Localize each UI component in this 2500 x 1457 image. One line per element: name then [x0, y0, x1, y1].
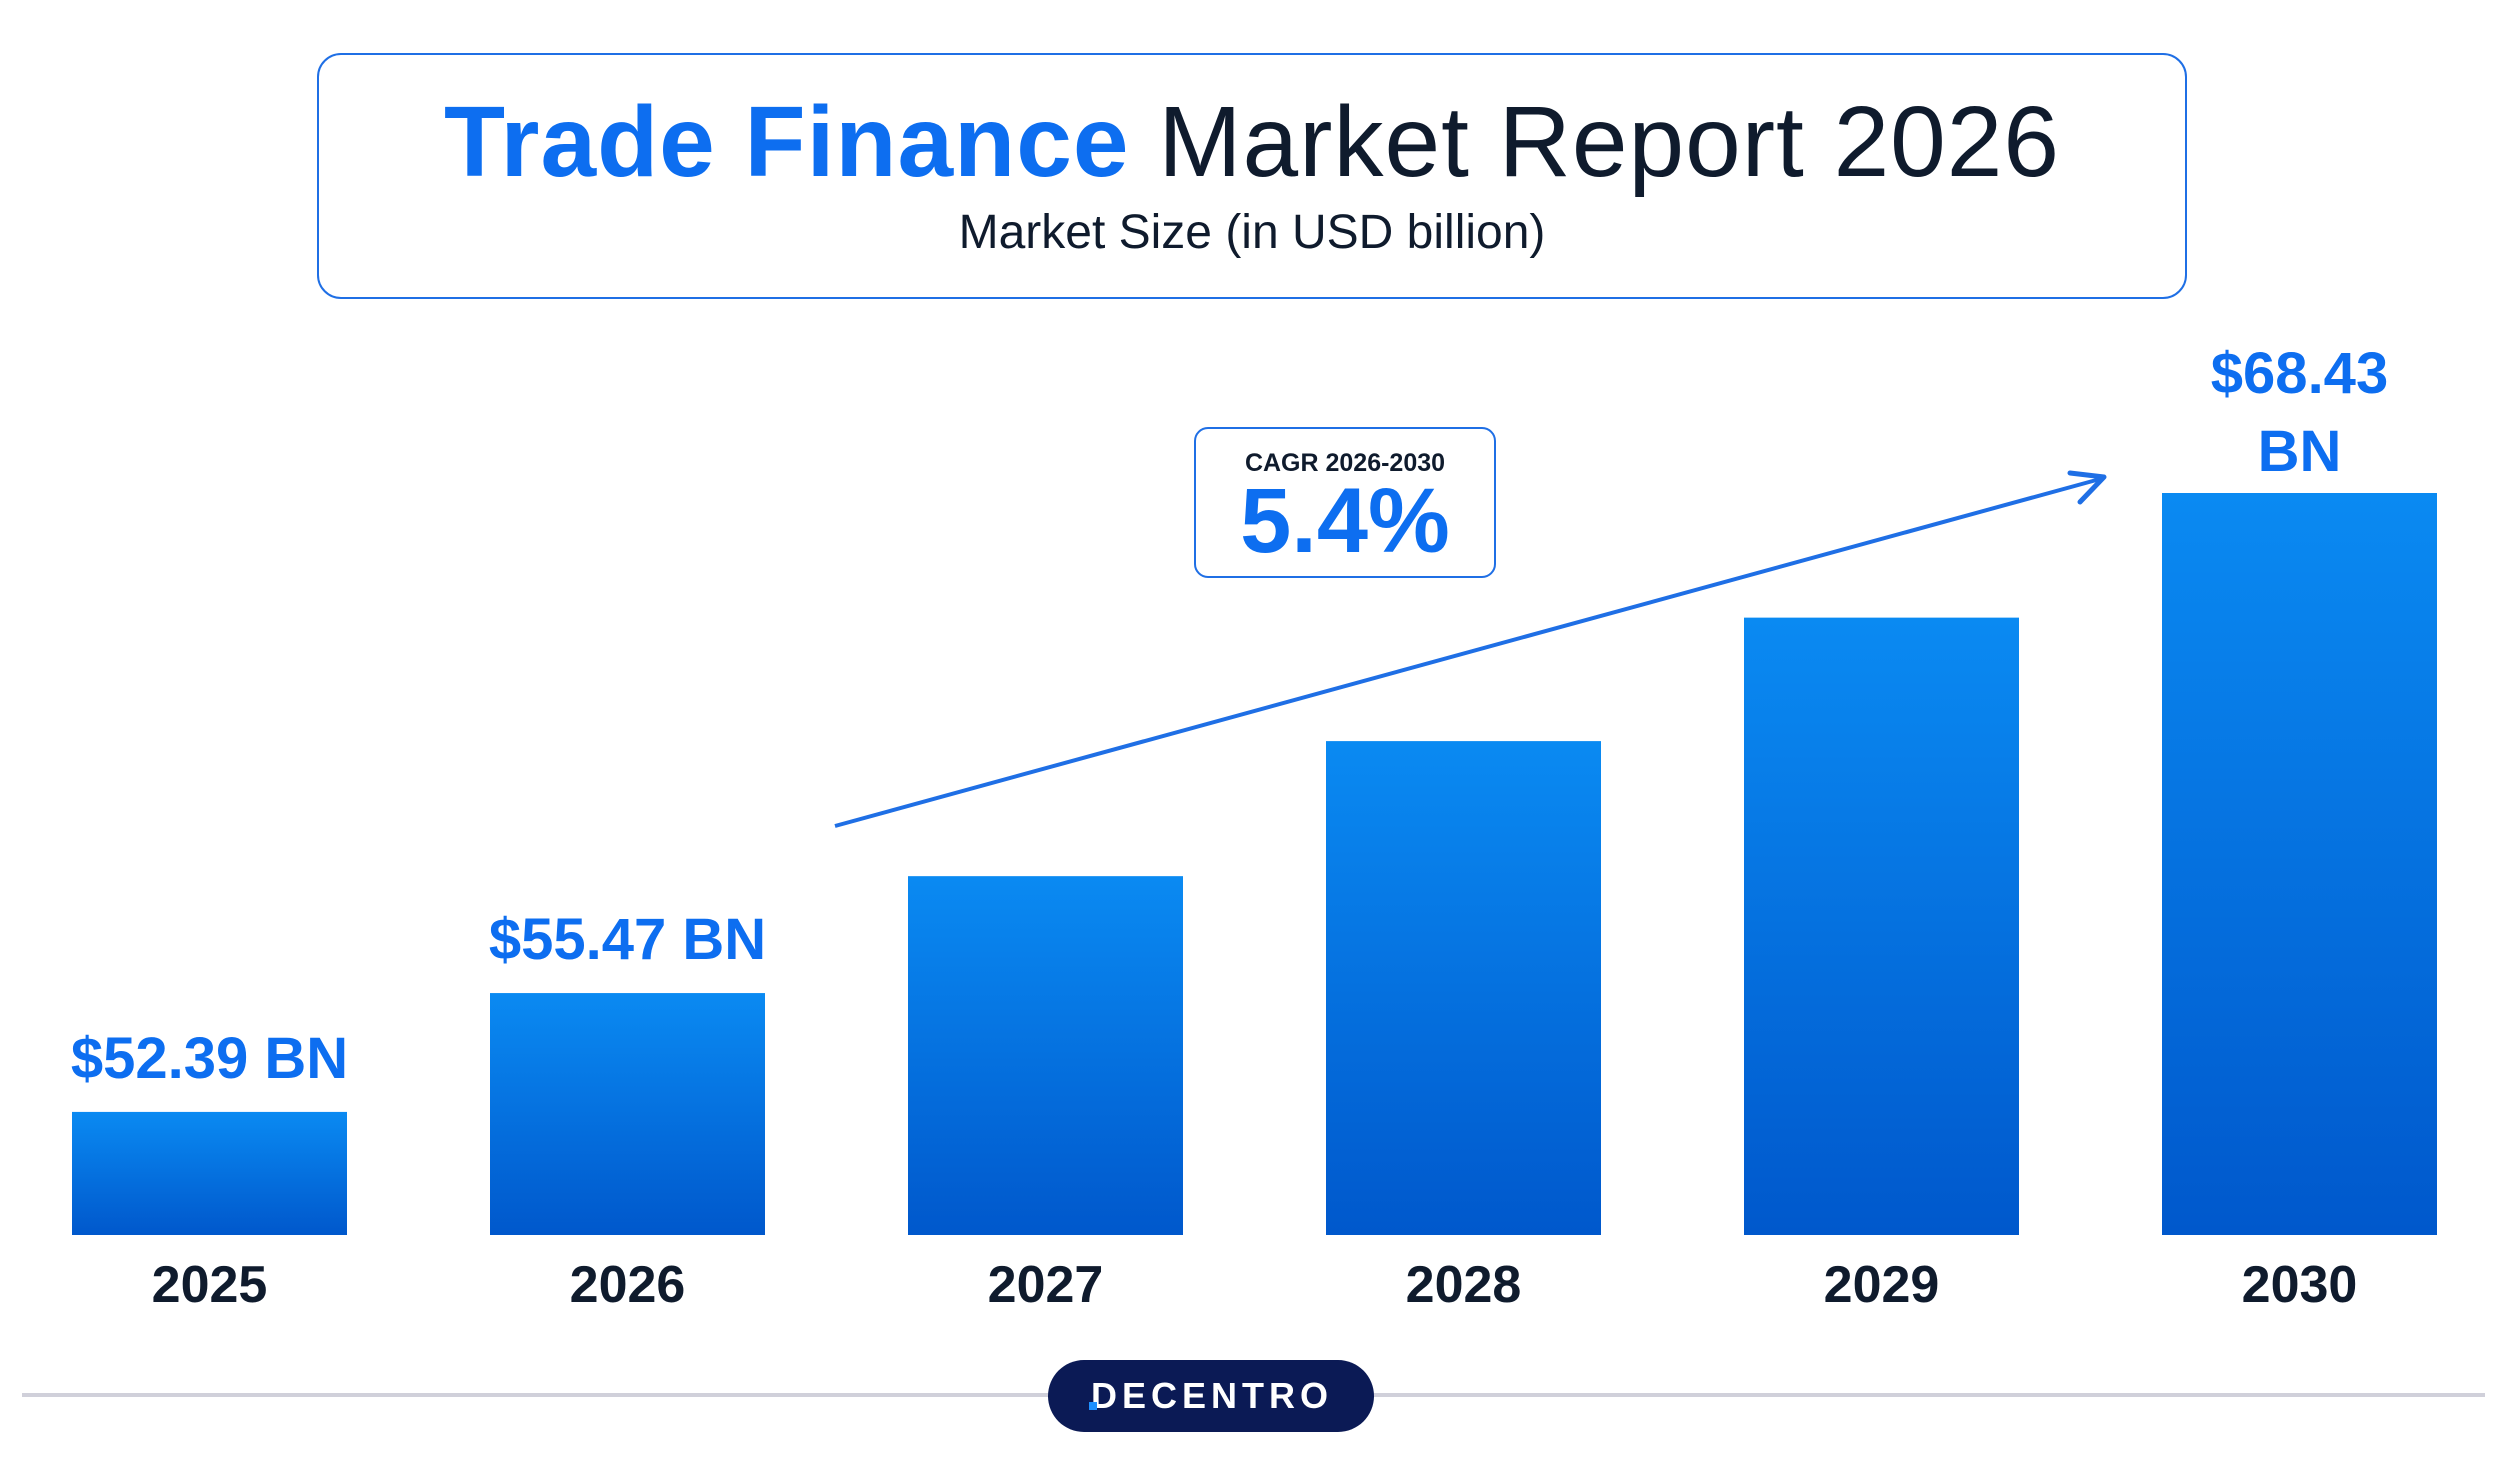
x-tick-label: 2028: [1406, 1256, 1522, 1314]
data-label: BN: [2258, 419, 2342, 484]
title-box: Trade Finance Market Report 2026 Market …: [317, 53, 2187, 299]
data-label: $55.47 BN: [489, 907, 766, 972]
x-tick-label: 2027: [988, 1256, 1104, 1314]
cagr-label: CAGR 2026-2030: [1244, 449, 1446, 477]
bar-2027: [908, 876, 1183, 1235]
logo-dot-icon: [1088, 1402, 1097, 1410]
bar-2025: [72, 1111, 347, 1235]
decentro-logo: DECENTRO: [1048, 1360, 1374, 1432]
growth-arrow: [834, 477, 2101, 828]
growth-arrow-head: [2067, 470, 2107, 505]
bar-2026: [490, 993, 765, 1235]
cagr-value: 5.4%: [1240, 470, 1450, 572]
cagr-box: CAGR 2026-2030 5.4%: [1194, 427, 1496, 578]
bar-2028: [1326, 741, 1601, 1235]
x-tick-label: 2025: [152, 1256, 268, 1314]
x-tick-label: 2030: [2242, 1256, 2358, 1314]
x-tick-label: 2026: [570, 1256, 686, 1314]
logo-text: DECENTRO: [1090, 1375, 1333, 1416]
chart-title: Trade Finance Market Report 2026: [319, 85, 2185, 200]
data-label: $68.43: [2211, 341, 2388, 406]
title-rest: Market Report 2026: [1158, 86, 2061, 198]
data-label: $52.39 BN: [71, 1026, 348, 1091]
bar-2030: [2162, 493, 2437, 1235]
bar-2029: [1744, 617, 2019, 1235]
x-tick-label: 2029: [1824, 1256, 1940, 1314]
chart-subtitle: Market Size (in USD billion): [958, 206, 1546, 259]
title-accent: Trade Finance: [443, 86, 1130, 198]
